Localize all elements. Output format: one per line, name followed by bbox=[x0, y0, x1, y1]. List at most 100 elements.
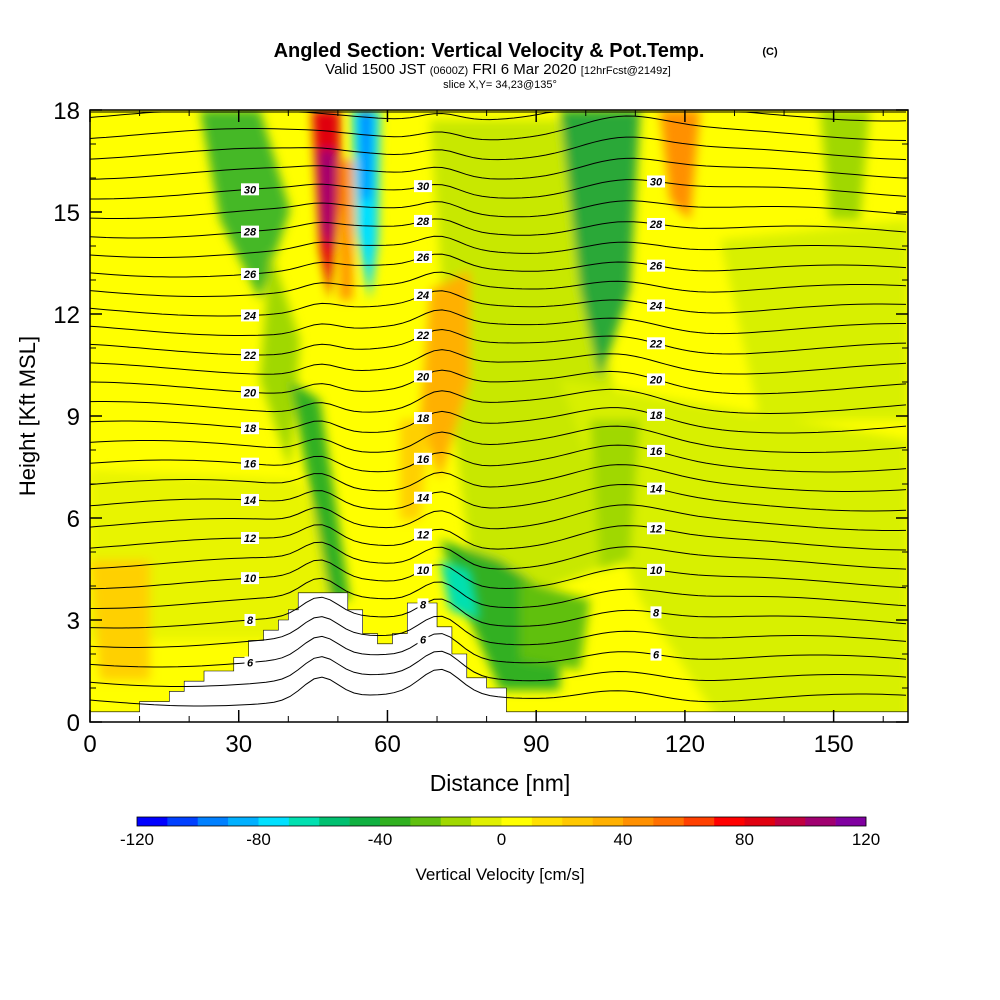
isentrope-label-bg bbox=[647, 408, 665, 421]
colorbar-swatch bbox=[501, 817, 533, 826]
isentrope-label-bg bbox=[414, 370, 432, 383]
velocity-region bbox=[90, 470, 340, 640]
isentrope-label-bg bbox=[414, 491, 432, 504]
colorbar-swatch bbox=[380, 817, 411, 826]
isentrope-label: 8 bbox=[420, 599, 427, 611]
isentrope-line bbox=[90, 115, 907, 141]
velocity-core-updraft bbox=[340, 160, 354, 300]
isentrope-label-bg bbox=[647, 299, 665, 312]
isentrope-label: 8 bbox=[653, 607, 660, 619]
x-axis-label: Distance [nm] bbox=[430, 770, 571, 796]
isentrope-label-bg bbox=[647, 337, 665, 350]
velocity-region bbox=[90, 560, 150, 680]
isentrope-label-bg bbox=[241, 183, 259, 196]
forecast-info: [12hrFcst@2149z] bbox=[581, 65, 671, 77]
valid-utc: (0600Z) bbox=[430, 65, 469, 77]
isentrope-line bbox=[90, 328, 907, 356]
isentrope-label-bg bbox=[647, 522, 665, 535]
colorbar-swatch bbox=[197, 817, 229, 826]
isentrope-label-bg bbox=[417, 633, 429, 646]
isentrope-label: 10 bbox=[650, 565, 663, 577]
isentropes bbox=[90, 111, 907, 707]
isentrope-label-bg bbox=[414, 412, 432, 425]
isentrope-label: 10 bbox=[244, 573, 257, 585]
isentrope-label-bg bbox=[414, 563, 432, 576]
isentrope-label-bg bbox=[241, 531, 259, 544]
valid-date: FRI 6 Mar 2020 bbox=[472, 61, 576, 78]
isentrope-line bbox=[90, 596, 907, 629]
velocity-region bbox=[520, 580, 590, 670]
velocity-region bbox=[590, 420, 640, 570]
isentrope-label: 22 bbox=[416, 330, 429, 342]
isentrope-line bbox=[90, 349, 907, 375]
isentrope-label: 30 bbox=[650, 176, 663, 188]
isentrope-line bbox=[90, 633, 907, 668]
isentrope-line bbox=[90, 271, 907, 297]
isentrope-label-bg bbox=[647, 217, 665, 230]
x-tick-label: 60 bbox=[374, 731, 401, 758]
colorbar-swatch bbox=[653, 817, 685, 826]
colorbar-swatch bbox=[440, 817, 472, 826]
isentrope-label: 20 bbox=[649, 374, 663, 386]
isentrope-line bbox=[90, 559, 907, 590]
y-axis: 0 3 6 9 12 15 18 bbox=[53, 98, 908, 737]
colorbar-tick-label: -120 bbox=[120, 830, 154, 849]
isentrope-label-bg bbox=[244, 656, 256, 669]
isentrope-label: 16 bbox=[244, 459, 257, 471]
isentrope-line bbox=[90, 407, 907, 434]
isentrope-label: 14 bbox=[244, 495, 256, 507]
isentrope-line bbox=[90, 668, 907, 707]
colorbar-swatch bbox=[805, 817, 836, 826]
isentrope-label-bg bbox=[414, 250, 432, 263]
isentrope-label-bg bbox=[414, 452, 432, 465]
isentrope-label-bg bbox=[647, 175, 665, 188]
isentrope-label-bg bbox=[417, 598, 429, 611]
x-tick-label: 150 bbox=[814, 731, 854, 758]
colorbar-label: Vertical Velocity [cm/s] bbox=[415, 865, 584, 884]
isentrope-label: 22 bbox=[243, 350, 256, 362]
isentrope-line bbox=[90, 444, 907, 473]
isentrope-label-bg bbox=[241, 493, 259, 506]
colorbar-swatch bbox=[349, 817, 381, 826]
isentrope-label: 30 bbox=[417, 181, 430, 193]
velocity-region bbox=[720, 220, 908, 420]
isentrope-label-bg bbox=[241, 386, 259, 399]
isentrope-label: 18 bbox=[650, 410, 663, 422]
colorbar: -120 -80 -40 0 40 80 120 bbox=[120, 816, 880, 849]
isentrope-label: 18 bbox=[244, 423, 257, 435]
isentrope-line bbox=[90, 200, 907, 219]
colorbar-swatch bbox=[531, 817, 563, 826]
isentrope-label-bg bbox=[241, 225, 259, 238]
chart-title: Angled Section: Vertical Velocity & Pot.… bbox=[274, 40, 705, 62]
valid-time-line: Valid 1500 JST (0600Z) FRI 6 Mar 2020 [1… bbox=[325, 61, 671, 78]
colorbar-swatch bbox=[410, 817, 442, 826]
isentrope-label: 26 bbox=[243, 269, 257, 281]
isentrope-label: 24 bbox=[416, 290, 429, 302]
colorbar-swatch bbox=[137, 817, 168, 826]
y-axis-label: Height [Kft MSL] bbox=[15, 336, 40, 496]
isentrope-line bbox=[90, 235, 907, 258]
isentrope-line bbox=[90, 425, 907, 453]
colorbar-swatch bbox=[683, 817, 715, 826]
colorbar-swatch bbox=[562, 817, 593, 826]
isentrope-label-bg bbox=[647, 373, 665, 386]
x-tick-label: 30 bbox=[225, 731, 252, 758]
isentrope-label-bg bbox=[241, 348, 259, 361]
isentrope-line bbox=[90, 179, 907, 200]
colorbar-swatch bbox=[471, 817, 502, 826]
isentrope-line bbox=[90, 504, 907, 531]
isentrope-label-bg bbox=[650, 648, 662, 661]
colorbar-swatch bbox=[623, 817, 654, 826]
velocity-region bbox=[290, 380, 350, 600]
colorbar-tick-label: -40 bbox=[368, 830, 393, 849]
isentrope-label-bg bbox=[647, 259, 665, 272]
isentrope-label-bg bbox=[647, 563, 665, 576]
colorbar-tick-label: -80 bbox=[246, 830, 271, 849]
colorbar-tick-label: 40 bbox=[614, 830, 633, 849]
isentrope-label: 10 bbox=[417, 565, 430, 577]
isentrope-line bbox=[90, 290, 907, 317]
isentrope-line bbox=[90, 483, 907, 512]
isentrope-line bbox=[90, 136, 907, 161]
isentrope-label: 12 bbox=[244, 533, 256, 545]
colorbar-swatch bbox=[258, 817, 290, 826]
